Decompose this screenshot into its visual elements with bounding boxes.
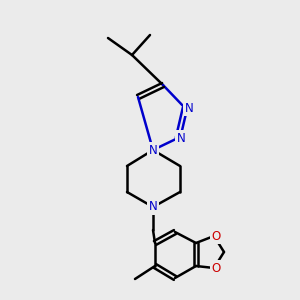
Text: N: N bbox=[148, 143, 158, 157]
Text: O: O bbox=[212, 262, 220, 275]
Text: N: N bbox=[177, 131, 185, 145]
Text: O: O bbox=[212, 230, 220, 242]
Text: N: N bbox=[148, 200, 158, 214]
Text: N: N bbox=[184, 101, 194, 115]
